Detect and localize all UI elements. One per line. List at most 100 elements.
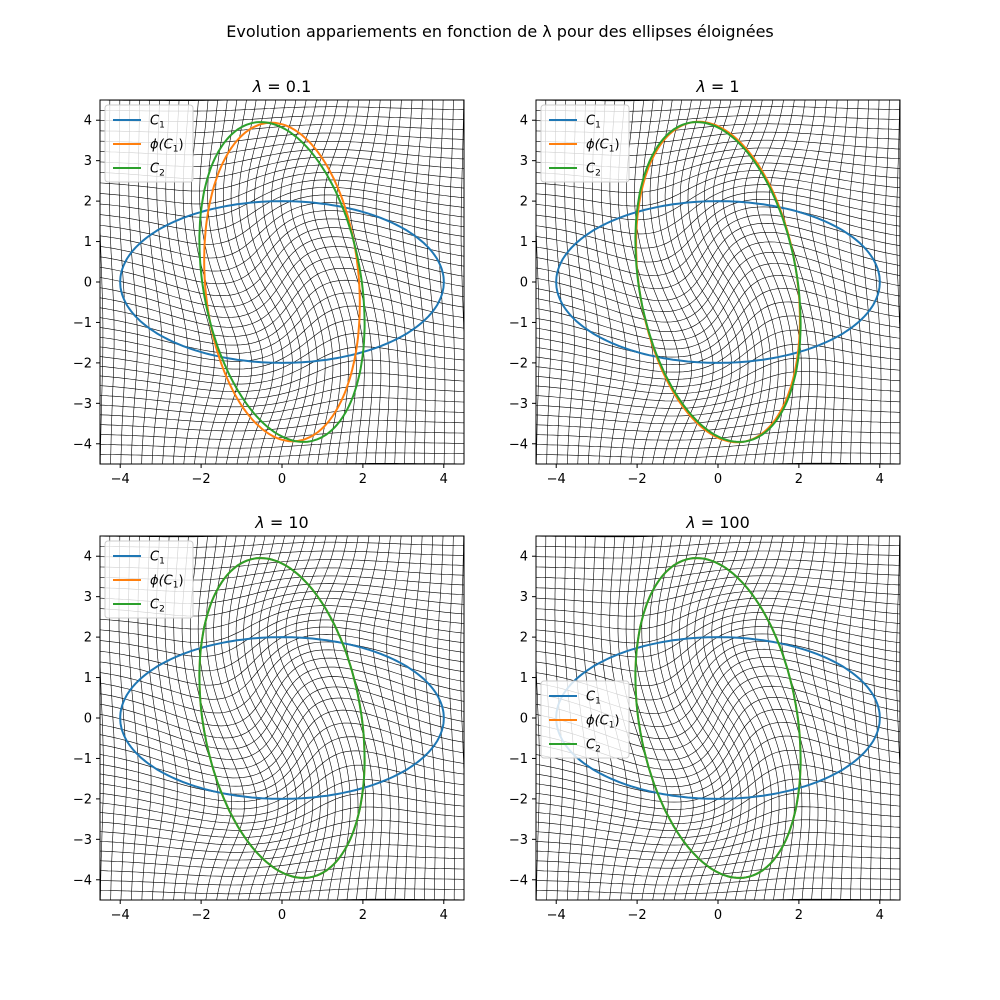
- grid-line-vertical: [220, 536, 279, 900]
- grid-line-horizontal: [536, 583, 900, 604]
- y-tick-label: 2: [520, 195, 528, 210]
- grid-line-horizontal: [100, 676, 464, 760]
- grid-line-vertical: [649, 536, 705, 900]
- grid-line-horizontal: [100, 246, 464, 318]
- grid-line-horizontal: [536, 619, 900, 672]
- grid-line-horizontal: [536, 877, 900, 886]
- grid-line-vertical: [908, 80, 911, 485]
- grid-line-vertical: [642, 100, 692, 464]
- y-tick-label: −3: [509, 397, 528, 412]
- grid-line-horizontal: [100, 877, 464, 886]
- grid-line-vertical: [712, 100, 772, 464]
- y-tick-label: 2: [84, 631, 92, 646]
- x-tick-label: −2: [628, 908, 647, 923]
- y-tick-label: −2: [509, 792, 528, 807]
- grid-line-vertical: [769, 100, 810, 464]
- grid-line-vertical: [349, 100, 382, 464]
- subplot-3: −4 −2 0 2 4 −4 −3 −2 −1 0 1 2 3 4 λ = 10 C1 ϕ(C1) C2: [73, 513, 485, 923]
- grid-line-vertical: [721, 536, 780, 900]
- grid-line-horizontal: [536, 806, 900, 839]
- legend-label-C2: C2: [150, 162, 165, 179]
- grid-line-horizontal: [536, 855, 900, 869]
- y-tick-label: 4: [84, 114, 92, 129]
- grid-line-vertical: [809, 100, 835, 464]
- grid-line-vertical: [861, 536, 872, 900]
- grid-line-horizontal: [100, 420, 464, 432]
- grid-line-vertical: [731, 536, 787, 900]
- y-tick-label: 1: [520, 235, 528, 250]
- series-curve-C2: [634, 557, 802, 879]
- grid-line-vertical: [849, 100, 863, 464]
- grid-line-horizontal: [100, 888, 464, 895]
- series-curve-C2: [198, 557, 366, 879]
- grid-line-vertical: [267, 536, 329, 900]
- grid-line-vertical: [873, 100, 882, 464]
- grid-line-horizontal: [100, 179, 464, 218]
- legend-label-phiC1: ϕ(C1): [586, 138, 620, 155]
- grid-line-horizontal: [536, 222, 900, 301]
- grid-line-vertical: [896, 536, 900, 900]
- legend-box: [540, 104, 630, 183]
- x-tick-label: 4: [876, 908, 884, 923]
- legend-box: [540, 680, 630, 759]
- grid-line-vertical: [836, 100, 853, 464]
- grid-line-vertical: [896, 100, 900, 464]
- grid-line-vertical: [873, 536, 882, 900]
- grid-line-horizontal: [536, 198, 900, 263]
- x-tick-label: −2: [192, 908, 211, 923]
- grid-line-horizontal: [536, 612, 900, 658]
- grid-line-vertical: [375, 100, 399, 464]
- grid-line-vertical: [426, 100, 436, 464]
- grid-line-vertical: [822, 536, 845, 900]
- grid-line-horizontal: [536, 177, 900, 221]
- grid-line-vertical: [483, 516, 485, 921]
- grid-line-horizontal: [536, 550, 900, 559]
- grid-line-horizontal: [100, 194, 464, 245]
- y-tick-label: 3: [84, 590, 92, 605]
- grid-line-horizontal: [100, 633, 464, 700]
- grid-line-vertical: [460, 100, 464, 464]
- grid-line-vertical: [388, 100, 408, 464]
- grid-line-vertical: [460, 536, 464, 900]
- x-tick-label: 0: [278, 472, 286, 487]
- grid-line-horizontal: [100, 626, 464, 686]
- grid-line-vertical: [711, 536, 773, 900]
- grid-line-horizontal: [536, 206, 900, 276]
- series-curve-C2: [634, 121, 802, 443]
- grid-line-vertical: [694, 536, 758, 900]
- grid-line-vertical: [262, 100, 318, 464]
- grid-line-horizontal: [536, 541, 900, 548]
- y-tick-label: −2: [73, 356, 92, 371]
- grid-line-vertical: [449, 100, 455, 464]
- figure-suptitle: Evolution appariements en fonction de λ …: [226, 22, 774, 41]
- grid-line-horizontal: [536, 626, 900, 686]
- x-tick-label: 0: [278, 908, 286, 923]
- y-tick-label: 4: [520, 114, 528, 129]
- grid-line-vertical: [345, 536, 383, 900]
- grid-line-vertical: [319, 536, 367, 900]
- y-tick-label: 1: [84, 235, 92, 250]
- y-tick-label: −1: [509, 316, 528, 331]
- legend: C1 ϕ(C1) C2: [104, 540, 194, 619]
- grid-line-vertical: [823, 100, 844, 464]
- grid-line-horizontal: [100, 657, 464, 739]
- y-tick-label: −4: [509, 437, 528, 452]
- grid-line-horizontal: [536, 452, 900, 458]
- subplot-grid: −4 −2 0 2 4 −4 −3 −2 −1 0 1 2 3 4 λ = 0.1 C1 ϕ(C1) C2 −4 −2…: [73, 77, 911, 923]
- legend-label-C1: C1: [586, 690, 601, 707]
- grid-line-horizontal: [536, 605, 900, 644]
- grid-line-horizontal: [536, 214, 900, 289]
- grid-line-vertical: [336, 100, 373, 464]
- grid-line-vertical: [306, 536, 359, 900]
- grid-line-vertical: [311, 100, 357, 464]
- y-tick-label: 0: [520, 276, 528, 291]
- legend: C1 ϕ(C1) C2: [540, 680, 630, 759]
- x-tick-label: 0: [714, 908, 722, 923]
- grid-line-vertical: [80, 516, 82, 921]
- grid-line-horizontal: [536, 536, 677, 538]
- x-tick-label: −4: [547, 908, 566, 923]
- grid-line-vertical: [280, 100, 334, 464]
- x-tick-label: −4: [547, 472, 566, 487]
- grid-line-vertical: [191, 100, 228, 464]
- y-tick-label: 2: [520, 631, 528, 646]
